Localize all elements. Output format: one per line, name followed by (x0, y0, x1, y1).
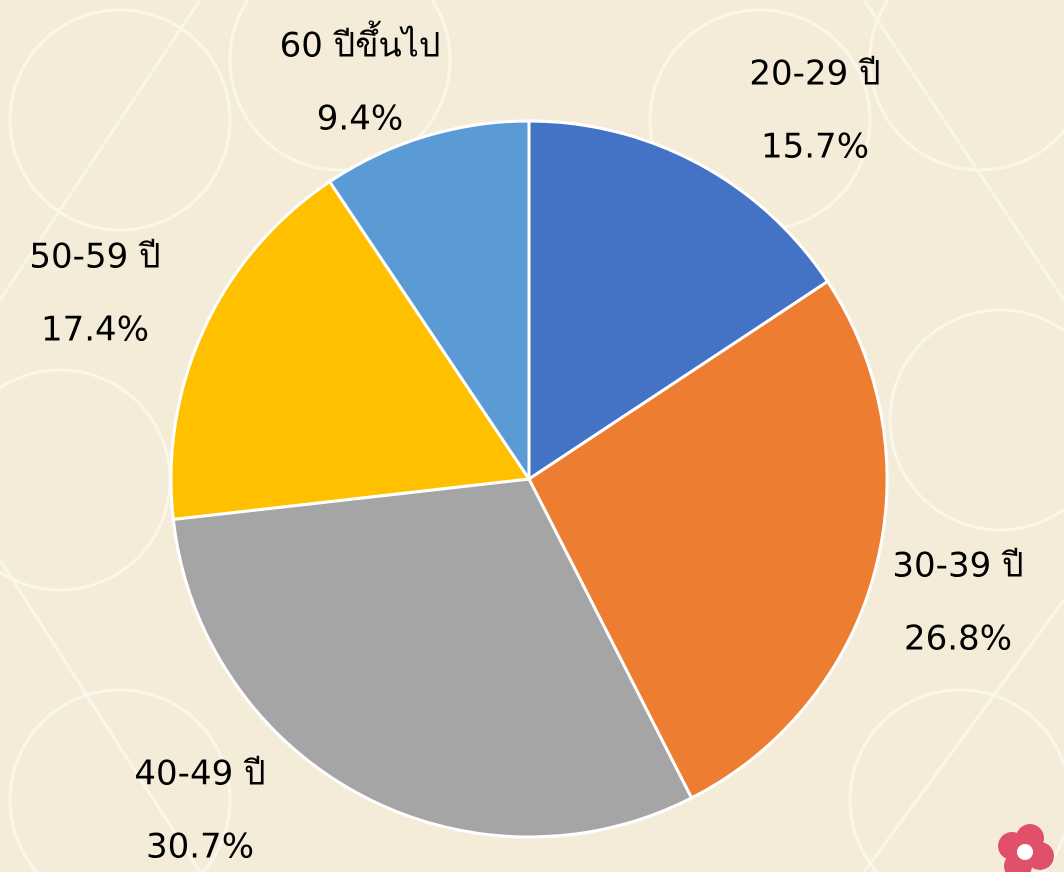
flower-icon (998, 824, 1054, 872)
pie-slice (171, 477, 694, 839)
value-label: 9.4% (317, 99, 403, 139)
category-label: 60 ปีขึ้นไป (280, 21, 441, 66)
value-label: 17.4% (41, 310, 149, 350)
value-label: 26.8% (904, 619, 1012, 659)
category-label: 50-59 ปี (29, 237, 160, 277)
pie-slice (327, 119, 531, 484)
category-label: 40-49 ปี (134, 754, 265, 794)
value-label: 30.7% (146, 827, 254, 867)
category-label: 30-39 ปี (892, 546, 1023, 586)
pie-slice (527, 119, 830, 482)
pie-slice (169, 179, 532, 522)
pie-slice (527, 279, 889, 800)
category-label: 20-29 ปี (749, 54, 880, 94)
value-label: 15.7% (761, 127, 869, 167)
